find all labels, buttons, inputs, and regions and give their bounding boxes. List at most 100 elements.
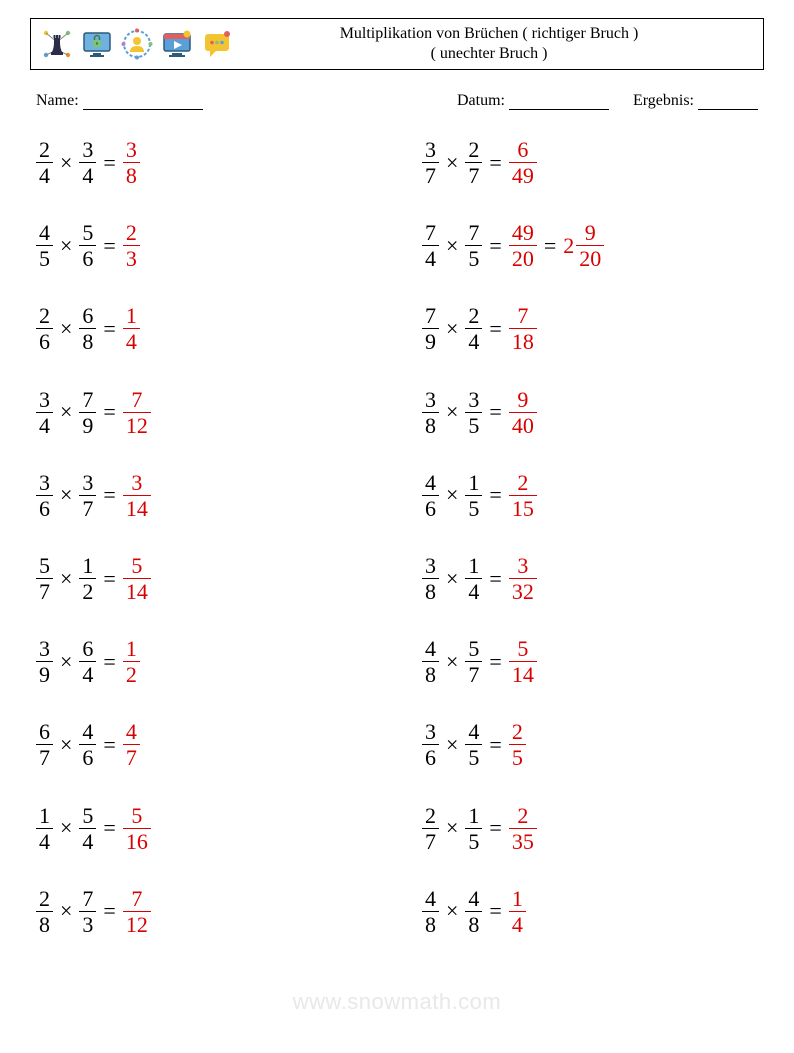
equals: = [489, 815, 501, 841]
problem-row: 14×54=516 [36, 804, 372, 853]
meta-left: Name: [36, 92, 203, 110]
fraction: 38 [123, 138, 140, 187]
fraction: 38 [422, 554, 439, 603]
fraction: 12 [123, 637, 140, 686]
result-label: Ergebnis: [633, 92, 694, 109]
header-icons [41, 28, 233, 60]
equals: = [103, 898, 115, 924]
worksheet-title: Multiplikation von Brüchen ( richtiger B… [233, 24, 753, 64]
fraction: 940 [509, 388, 537, 437]
times-operator: × [60, 649, 72, 675]
equals: = [489, 233, 501, 259]
times-operator: × [446, 815, 458, 841]
times-operator: × [446, 649, 458, 675]
times-operator: × [60, 815, 72, 841]
fraction: 314 [123, 471, 151, 520]
fraction: 34 [36, 388, 53, 437]
fraction: 14 [36, 804, 53, 853]
mixed-number: 2920 [563, 221, 604, 270]
fraction: 14 [509, 887, 526, 936]
times-operator: × [446, 316, 458, 342]
equals: = [489, 732, 501, 758]
chess-network-icon [41, 28, 73, 60]
equals: = [103, 399, 115, 425]
chat-bubble-icon [201, 28, 233, 60]
result-field: Ergebnis: [633, 92, 758, 110]
fraction: 28 [36, 887, 53, 936]
meta-row: Name: Datum: Ergebnis: [30, 92, 764, 110]
times-operator: × [446, 233, 458, 259]
fraction: 15 [465, 804, 482, 853]
equals: = [489, 482, 501, 508]
equals: = [103, 316, 115, 342]
fraction: 45 [465, 720, 482, 769]
name-blank[interactable] [83, 92, 203, 110]
fraction: 56 [79, 221, 96, 270]
problem-row: 79 × 24 = 718 [422, 304, 758, 353]
fraction: 79 [422, 304, 439, 353]
date-label: Datum: [457, 92, 505, 109]
fraction: 15 [465, 471, 482, 520]
fraction: 48 [465, 887, 482, 936]
equals: = [103, 732, 115, 758]
equals: = [489, 150, 501, 176]
problem-row: 34×79=712 [36, 388, 372, 437]
fraction: 215 [509, 471, 537, 520]
problem-row: 57×12=514 [36, 554, 372, 603]
fraction: 27 [422, 804, 439, 853]
title-line-2: ( unechter Bruch ) [233, 44, 745, 64]
fraction: 24 [465, 304, 482, 353]
date-blank[interactable] [509, 92, 609, 110]
fraction: 920 [576, 221, 604, 270]
fraction: 74 [422, 221, 439, 270]
fraction: 46 [422, 471, 439, 520]
fraction: 57 [36, 554, 53, 603]
fraction: 39 [36, 637, 53, 686]
equals: = [103, 649, 115, 675]
fraction: 73 [79, 887, 96, 936]
monitor-lock-icon [81, 28, 113, 60]
problems-grid: 24×34=3837×27=64945×56=2374×75=4920=2920… [30, 130, 764, 936]
fraction: 75 [465, 221, 482, 270]
problem-row: 27 × 15 = 235 [422, 804, 758, 853]
problem-row: 74×75=4920=2920 [422, 221, 758, 270]
fraction: 12 [79, 554, 96, 603]
times-operator: × [446, 898, 458, 924]
fraction: 712 [123, 887, 151, 936]
times-operator: × [60, 233, 72, 259]
fraction: 514 [509, 637, 537, 686]
fraction: 4920 [509, 221, 537, 270]
fraction: 46 [79, 720, 96, 769]
times-operator: × [446, 732, 458, 758]
user-target-icon [121, 28, 153, 60]
times-operator: × [60, 732, 72, 758]
fraction: 36 [36, 471, 53, 520]
times-operator: × [446, 150, 458, 176]
video-monitor-icon [161, 28, 193, 60]
fraction: 514 [123, 554, 151, 603]
equals: = [489, 898, 501, 924]
problem-row: 26×68=14 [36, 304, 372, 353]
date-field: Datum: [457, 92, 609, 110]
fraction: 712 [123, 388, 151, 437]
equals: = [489, 649, 501, 675]
fraction: 68 [79, 304, 96, 353]
fraction: 37 [79, 471, 96, 520]
times-operator: × [446, 399, 458, 425]
times-operator: × [446, 482, 458, 508]
equals: = [489, 316, 501, 342]
fraction: 38 [422, 388, 439, 437]
fraction: 14 [465, 554, 482, 603]
result-blank[interactable] [698, 92, 758, 110]
equals: = [103, 150, 115, 176]
fraction: 516 [123, 804, 151, 853]
watermark: www.snowmath.com [293, 989, 502, 1015]
problem-row: 38×14=332 [422, 554, 758, 603]
problem-row: 48×57=514 [422, 637, 758, 686]
fraction: 47 [123, 720, 140, 769]
equals: = [489, 566, 501, 592]
fraction: 718 [509, 304, 537, 353]
fraction: 37 [422, 138, 439, 187]
fraction: 235 [509, 804, 537, 853]
fraction: 23 [123, 221, 140, 270]
